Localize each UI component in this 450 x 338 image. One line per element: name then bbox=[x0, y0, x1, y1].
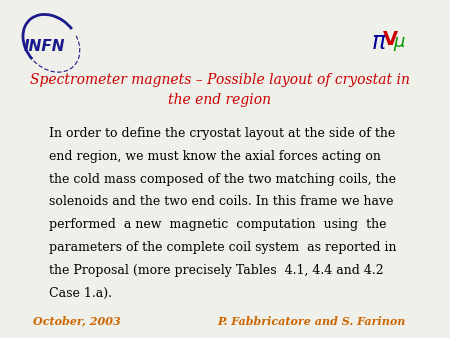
Text: the end region: the end region bbox=[168, 93, 271, 107]
Text: performed  a new  magnetic  computation  using  the: performed a new magnetic computation usi… bbox=[50, 218, 387, 231]
Text: end region, we must know the axial forces acting on: end region, we must know the axial force… bbox=[50, 150, 381, 163]
Text: Case 1.a).: Case 1.a). bbox=[50, 287, 112, 300]
Text: the cold mass composed of the two matching coils, the: the cold mass composed of the two matchi… bbox=[50, 173, 396, 186]
Text: solenoids and the two end coils. In this frame we have: solenoids and the two end coils. In this… bbox=[50, 195, 394, 209]
Text: P. Fabbricatore and S. Farinon: P. Fabbricatore and S. Farinon bbox=[217, 316, 406, 327]
Text: $\mu$: $\mu$ bbox=[393, 35, 406, 53]
Text: the Proposal (more precisely Tables  4.1, 4.4 and 4.2: the Proposal (more precisely Tables 4.1,… bbox=[50, 264, 384, 277]
Text: parameters of the complete coil system  as reported in: parameters of the complete coil system a… bbox=[50, 241, 397, 254]
Text: In order to define the cryostat layout at the side of the: In order to define the cryostat layout a… bbox=[50, 127, 396, 140]
Text: INFN: INFN bbox=[24, 39, 65, 54]
Text: $\pi$: $\pi$ bbox=[371, 30, 388, 54]
Text: October, 2003: October, 2003 bbox=[33, 316, 121, 327]
Text: Spectrometer magnets – Possible layout of cryostat in: Spectrometer magnets – Possible layout o… bbox=[30, 73, 410, 87]
Text: V: V bbox=[383, 30, 398, 49]
